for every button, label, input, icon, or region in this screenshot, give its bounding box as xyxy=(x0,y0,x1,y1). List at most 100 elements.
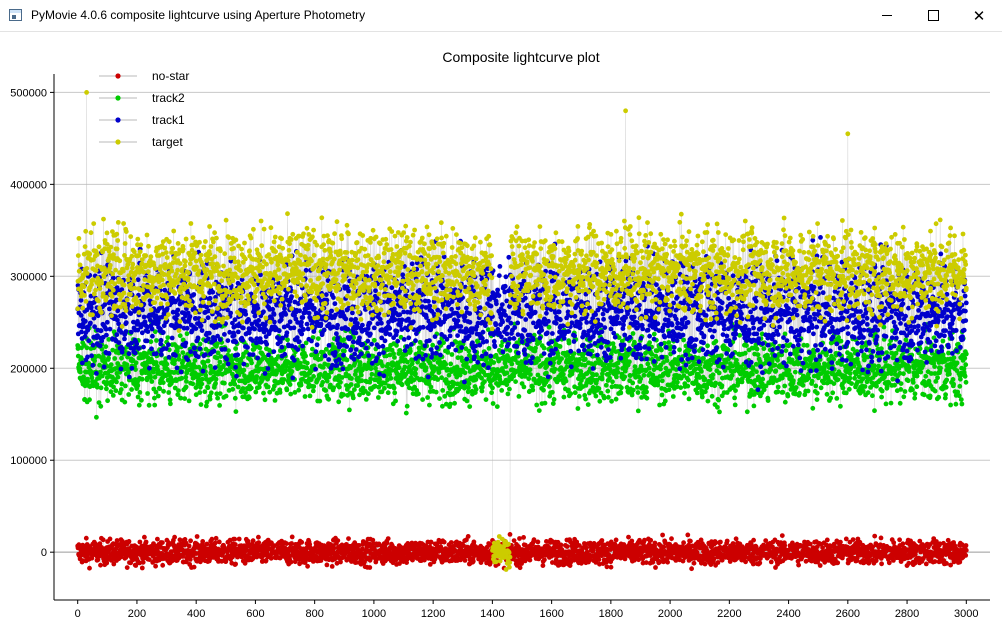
point-no-star-2999 xyxy=(964,548,969,553)
point-track2-897 xyxy=(341,392,346,397)
point-no-star-2302 xyxy=(757,561,762,566)
point-track2-1465 xyxy=(509,362,514,367)
point-track2-953 xyxy=(358,360,363,365)
maximize-button[interactable] xyxy=(910,0,956,31)
point-track2-1605 xyxy=(551,401,556,406)
point-no-star-2713 xyxy=(879,561,884,566)
point-track2-301 xyxy=(165,362,170,367)
close-button[interactable]: ✕ xyxy=(956,0,1002,31)
point-track2-203 xyxy=(135,383,140,388)
point-track2-125 xyxy=(112,356,117,361)
point-track2-1320 xyxy=(466,349,471,354)
point-track2-416 xyxy=(199,402,204,407)
point-track2-289 xyxy=(161,380,166,385)
lightcurve-chart[interactable]: Composite lightcurve plot 01000002000003… xyxy=(0,32,1002,632)
point-track2-1068 xyxy=(392,386,397,391)
point-track2-1113 xyxy=(405,360,410,365)
point-no-star-2711 xyxy=(879,536,884,541)
point-track2-1693 xyxy=(577,394,582,399)
point-no-star-393 xyxy=(192,565,197,570)
point-track2-812 xyxy=(316,336,321,341)
point-track2-909 xyxy=(345,358,350,363)
point-no-star-2117 xyxy=(703,562,708,567)
point-track2-369 xyxy=(185,331,190,336)
point-no-star-1570 xyxy=(541,563,546,568)
point-track2-1556 xyxy=(536,358,541,363)
point-no-star-2072 xyxy=(689,566,694,571)
point-track2-159 xyxy=(122,400,127,405)
point-no-star-403 xyxy=(195,534,200,539)
point-track2-250 xyxy=(149,379,154,384)
point-track2-421 xyxy=(200,377,205,382)
point-track2-957 xyxy=(359,373,364,378)
point-no-star-720 xyxy=(289,560,294,565)
minimize-button[interactable] xyxy=(864,0,910,31)
point-no-star-2565 xyxy=(835,560,840,565)
point-no-star-1934 xyxy=(648,538,653,543)
point-track2-430 xyxy=(203,364,208,369)
point-track2-1770 xyxy=(600,377,605,382)
point-track2-1805 xyxy=(610,379,615,384)
point-no-star-1493 xyxy=(518,565,523,570)
point-track2-266 xyxy=(154,338,159,343)
point-track2-1891 xyxy=(636,390,641,395)
point-track2-1070 xyxy=(392,390,397,395)
point-track2-307 xyxy=(166,390,171,395)
point-track2-264 xyxy=(154,390,159,395)
point-track2-1176 xyxy=(424,365,429,370)
point-no-star-2594 xyxy=(844,537,849,542)
point-no-star-1786 xyxy=(605,564,610,569)
point-track2-1791 xyxy=(606,395,611,400)
app-icon xyxy=(9,9,22,21)
point-track2-1871 xyxy=(630,393,635,398)
point-track2-361 xyxy=(182,396,187,401)
point-track2-161 xyxy=(123,384,128,389)
point-track2-533 xyxy=(233,346,238,351)
point-track2-837 xyxy=(323,388,328,393)
point-no-star-40 xyxy=(87,566,92,571)
point-track2-1835 xyxy=(619,385,624,390)
point-no-star-2045 xyxy=(681,540,686,545)
point-track2-1911 xyxy=(642,373,647,378)
point-track2-1272 xyxy=(452,401,457,406)
point-track2-1123 xyxy=(408,349,413,354)
point-track2-1449 xyxy=(505,371,510,376)
point-track2-182 xyxy=(129,387,134,392)
point-track2-208 xyxy=(137,403,142,408)
point-no-star-986 xyxy=(367,565,372,570)
point-track2-899 xyxy=(342,337,347,342)
point-track2-1651 xyxy=(565,365,570,370)
point-track2-365 xyxy=(183,375,188,380)
point-track2-1259 xyxy=(448,362,453,367)
point-track2-1846 xyxy=(622,374,627,379)
point-no-star-532 xyxy=(233,542,238,547)
point-no-star-2774 xyxy=(897,537,902,542)
point-track2-1528 xyxy=(528,372,533,377)
point-track2-1921 xyxy=(645,396,650,401)
point-track2-479 xyxy=(217,403,222,408)
point-track2-1221 xyxy=(437,396,442,401)
point-track2-1232 xyxy=(440,388,445,393)
point-track2-236 xyxy=(145,391,150,396)
point-track2-1633 xyxy=(559,356,564,361)
point-track2-784 xyxy=(308,394,313,399)
point-track2-1641 xyxy=(562,395,567,400)
point-track2-483 xyxy=(218,354,223,359)
point-track2-1404 xyxy=(491,360,496,365)
point-track2-129 xyxy=(114,388,119,393)
point-track2-1035 xyxy=(382,386,387,391)
point-track2-447 xyxy=(208,397,213,402)
point-track2-1970 xyxy=(659,348,664,353)
point-no-star-1950 xyxy=(653,565,658,570)
point-track2-666 xyxy=(273,398,278,403)
point-no-star-225 xyxy=(142,535,147,540)
point-track2-429 xyxy=(202,389,207,394)
point-track2-1085 xyxy=(397,365,402,370)
point-track2-388 xyxy=(190,381,195,386)
point-track2-1258 xyxy=(448,402,453,407)
point-track2-440 xyxy=(206,359,211,364)
point-track2-1141 xyxy=(413,367,418,372)
point-no-star-453 xyxy=(210,537,215,542)
point-track2-172 xyxy=(126,392,131,397)
